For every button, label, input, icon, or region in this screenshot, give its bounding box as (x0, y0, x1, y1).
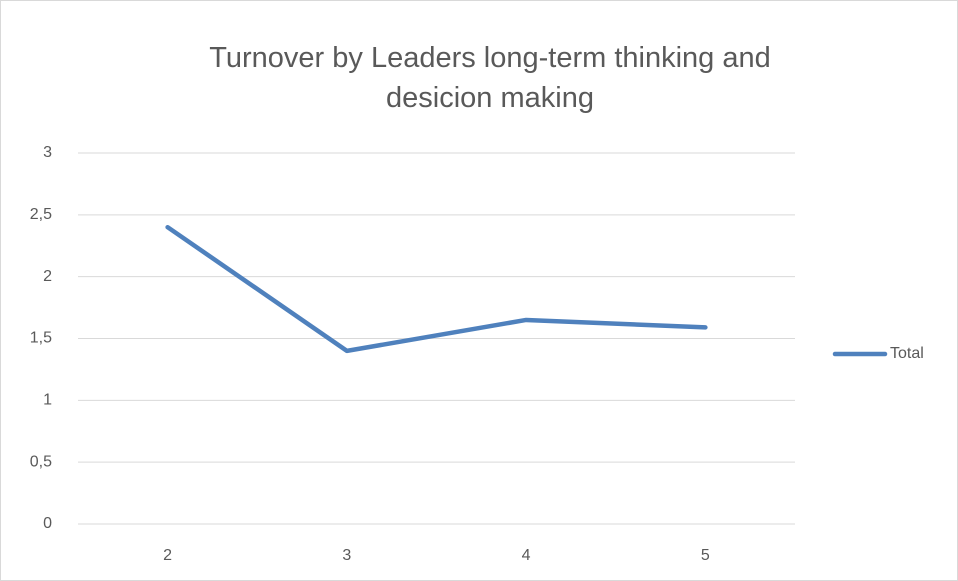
legend-label: Total (890, 345, 924, 362)
y-tick-label: 2,5 (30, 206, 52, 223)
data-line (165, 224, 708, 354)
y-tick-label: 1,5 (30, 330, 52, 347)
y-tick-label: 2 (43, 268, 52, 285)
y-tick-label: 0 (43, 515, 52, 532)
x-tick-label: 2 (163, 547, 172, 564)
x-tick-label: 3 (342, 547, 351, 564)
y-tick-label: 1 (43, 392, 52, 409)
x-tick-label: 5 (701, 547, 710, 564)
chart-title: Turnover by Leaders long-term thinking a… (209, 42, 771, 114)
x-tick-label: 4 (522, 547, 531, 564)
y-tick-label: 3 (43, 144, 52, 161)
y-tick-label: 0,5 (30, 453, 52, 470)
